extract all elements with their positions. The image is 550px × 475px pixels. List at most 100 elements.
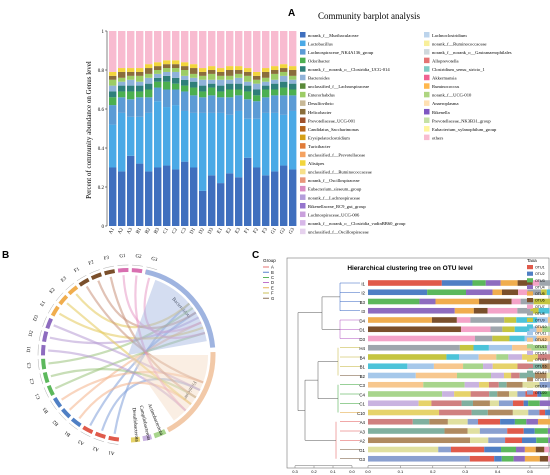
row-bar-segment <box>517 307 531 314</box>
row-bar-segment <box>537 317 548 323</box>
bar-segment <box>280 114 288 166</box>
legend-swatch <box>300 66 306 72</box>
row-bar-segment <box>470 437 489 444</box>
bar-segment <box>154 66 162 70</box>
row-label: G1 <box>359 448 365 453</box>
bar-segment <box>244 118 252 158</box>
taxa-legend-swatch <box>527 377 533 382</box>
bar-segment <box>271 66 279 70</box>
bar-segment <box>181 62 189 67</box>
bar-segment <box>172 31 180 61</box>
row-bar-segment <box>479 298 512 305</box>
bar-segment <box>217 85 225 92</box>
sample-ring-segment <box>94 431 106 439</box>
bar-segment <box>127 71 135 76</box>
barplot-x-tick-labels: A1 A2 A3 B1 B2 B3 C1 C2 C3 D1 D2 D3 E1 E2 E3 F1 F2 F3 G1 G2… <box>109 227 297 235</box>
taxa-legend-swatch <box>527 364 533 369</box>
legend-swatch <box>300 83 306 89</box>
sample-label: D1 <box>27 346 32 353</box>
legend-swatch <box>300 211 306 218</box>
bar-segment <box>226 83 234 90</box>
row-bar-segment <box>531 344 547 351</box>
row-bar-segment <box>512 409 529 416</box>
sample-tick-ring <box>48 303 55 314</box>
row-bar-segment <box>500 280 518 286</box>
bar-segment <box>136 81 144 86</box>
bar-segment <box>199 79 207 86</box>
bar-segment <box>208 83 216 88</box>
bar-segment <box>244 157 252 226</box>
row-bar-segment <box>500 418 515 425</box>
bar-segment <box>118 85 126 92</box>
row-bar-segment <box>512 400 524 407</box>
row-bar-segment <box>539 455 549 462</box>
legend-swatch <box>300 57 306 64</box>
row-bar-segment <box>513 455 525 462</box>
bar-segment <box>136 85 144 92</box>
bar-segment <box>226 66 234 70</box>
bar-segment <box>154 73 162 78</box>
taxa-legend-swatch <box>527 337 533 342</box>
phylum-label: Desulfobacterota <box>131 407 139 442</box>
bar-segment <box>163 81 171 90</box>
legend-swatch <box>424 91 430 98</box>
phylum-sector <box>142 434 153 442</box>
row-label: B1 <box>360 365 366 370</box>
row-bar-segment <box>514 418 527 425</box>
panel-a-label: A <box>288 8 295 19</box>
bar-segment <box>163 71 171 76</box>
bar-segment <box>262 71 270 78</box>
bar-segment <box>199 85 207 92</box>
legend-swatch <box>300 185 306 192</box>
legend-swatch <box>424 83 430 89</box>
row-bar-segment <box>509 391 518 397</box>
chord-ribbon <box>61 370 204 401</box>
legend-label: Lachnospiraceae_NK4A136_group <box>308 50 374 55</box>
bar-segment <box>145 68 153 74</box>
row-bar-segment <box>489 400 499 407</box>
row-bar-segment <box>492 289 502 296</box>
row-bar-segment <box>368 437 471 444</box>
legend-swatch <box>300 203 306 209</box>
tree-x-tick-label: 0.1 <box>330 469 336 474</box>
firmicutes-wedge <box>128 355 208 421</box>
group-legend-label: B <box>271 270 274 275</box>
bar-x-tick-label: 0.1 <box>398 469 404 474</box>
taxa-legend-swatch <box>527 317 533 322</box>
x-tick-label: B3 <box>154 227 161 235</box>
bar-segment <box>217 91 225 98</box>
sample-ring-segment <box>90 272 102 280</box>
panel-c-label: C <box>252 250 259 261</box>
legend-label: norank_f__norank_o__Clostridia_vadinBB60… <box>308 221 406 226</box>
bar-segment <box>181 110 189 162</box>
legend-swatch <box>424 117 430 123</box>
bar-segment <box>217 79 225 86</box>
chord-ribbon <box>53 324 201 392</box>
sample-tick-ring <box>58 412 67 421</box>
legend-swatch <box>424 134 430 141</box>
legend-label: norank_f__norank_o__Clostridia_UCG-014 <box>308 67 390 72</box>
legend-label: Odoribacter <box>308 58 330 63</box>
panel-b-label: B <box>2 250 9 261</box>
row-bar-segment <box>470 317 505 323</box>
row-label: B4 <box>360 355 366 360</box>
x-tick-label: G1 <box>271 227 279 235</box>
bar-segment <box>244 31 252 69</box>
row-bar-segment <box>454 391 471 397</box>
row-bar-segment <box>539 400 550 407</box>
row-label: C1 <box>359 402 365 407</box>
row-label: D4 <box>359 318 365 323</box>
bar-segment <box>208 95 216 113</box>
bar-segment <box>235 77 243 84</box>
bar-segment <box>217 71 225 76</box>
sample-label: C1 <box>35 392 42 400</box>
row-bar-segment <box>485 280 501 286</box>
bar-segment <box>145 31 153 65</box>
taxa-legend-label: OTU7 <box>535 305 545 309</box>
row-label: G3 <box>359 457 365 462</box>
row-bar-segment <box>541 391 550 397</box>
row-bar-segment <box>523 428 535 434</box>
legend-swatch <box>424 49 430 55</box>
tree-x-tick-label: 0.3 <box>292 469 298 474</box>
